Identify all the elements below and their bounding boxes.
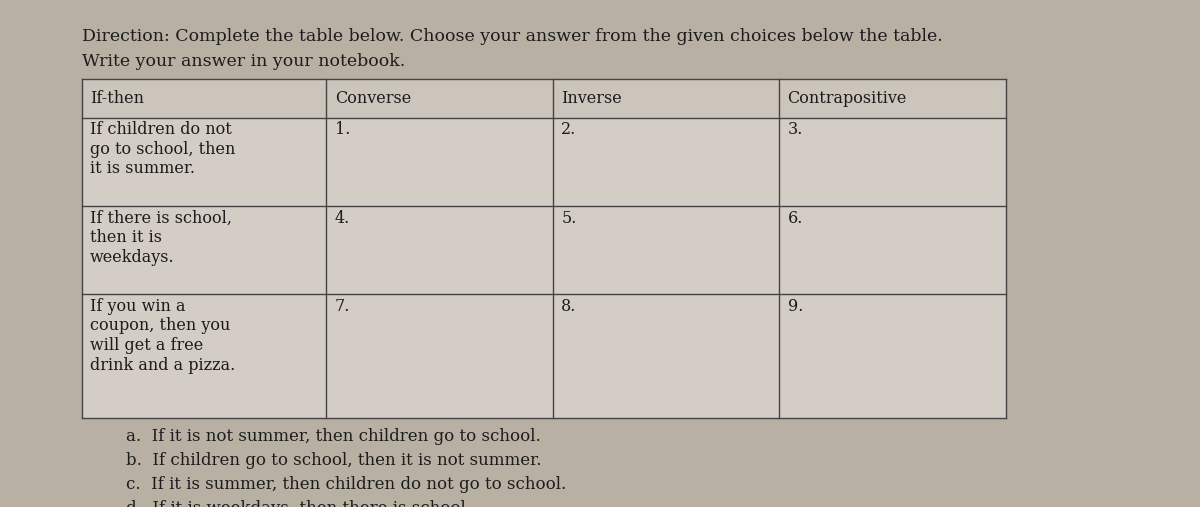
Text: 2.: 2. bbox=[562, 121, 576, 138]
Text: 9.: 9. bbox=[787, 298, 803, 315]
Text: 5.: 5. bbox=[562, 209, 577, 227]
Text: Converse: Converse bbox=[335, 90, 412, 106]
Text: a.  If it is not summer, then children go to school.: a. If it is not summer, then children go… bbox=[126, 428, 541, 446]
Text: d.  If it is weekdays, then there is school.: d. If it is weekdays, then there is scho… bbox=[126, 500, 470, 507]
Text: If there is school,
then it is
weekdays.: If there is school, then it is weekdays. bbox=[90, 209, 232, 266]
Text: If children do not
go to school, then
it is summer.: If children do not go to school, then it… bbox=[90, 121, 235, 177]
Text: b.  If children go to school, then it is not summer.: b. If children go to school, then it is … bbox=[126, 452, 541, 469]
Text: 1.: 1. bbox=[335, 121, 350, 138]
Text: 4.: 4. bbox=[335, 209, 350, 227]
Text: 7.: 7. bbox=[335, 298, 350, 315]
Text: Contrapositive: Contrapositive bbox=[787, 90, 907, 106]
Text: Write your answer in your notebook.: Write your answer in your notebook. bbox=[82, 53, 404, 70]
Text: If-then: If-then bbox=[90, 90, 144, 106]
Text: 3.: 3. bbox=[787, 121, 803, 138]
Text: 8.: 8. bbox=[562, 298, 577, 315]
Text: Direction: Complete the table below. Choose your answer from the given choices b: Direction: Complete the table below. Cho… bbox=[82, 28, 942, 45]
Text: If you win a
coupon, then you
will get a free
drink and a pizza.: If you win a coupon, then you will get a… bbox=[90, 298, 235, 374]
Text: 6.: 6. bbox=[787, 209, 803, 227]
Text: Inverse: Inverse bbox=[562, 90, 622, 106]
Text: c.  If it is summer, then children do not go to school.: c. If it is summer, then children do not… bbox=[126, 476, 566, 493]
